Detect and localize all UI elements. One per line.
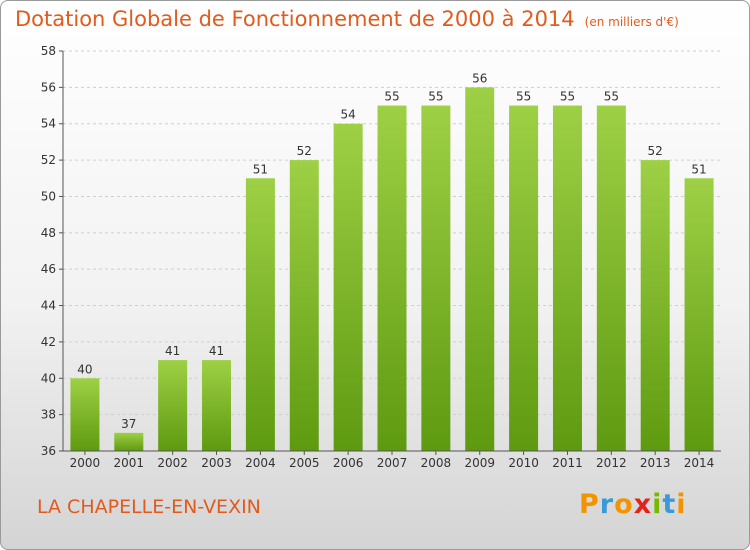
y-tick-label: 40 [41,371,56,385]
value-label-2001: 37 [121,417,136,431]
proxiti-logo: Proxiti [579,489,687,520]
value-label-2006: 54 [340,108,355,122]
title-text: Dotation Globale de Fonctionnement de 20… [15,7,575,31]
value-label-2005: 52 [297,144,312,158]
value-label-2008: 55 [428,90,443,104]
chart-title: Dotation Globale de Fonctionnement de 20… [15,7,679,31]
x-tick-label-2001: 2001 [114,456,145,470]
value-label-2009: 56 [472,71,487,85]
bar-2011 [552,105,582,451]
x-tick-label-2009: 2009 [464,456,495,470]
y-tick-label: 56 [41,80,56,94]
bar-2005 [289,160,319,451]
value-label-2002: 41 [165,344,180,358]
x-tick-label-2002: 2002 [157,456,188,470]
y-tick-label: 42 [41,335,56,349]
x-tick-label-2014: 2014 [684,456,715,470]
x-tick-label-2013: 2013 [640,456,671,470]
x-tick-label-2003: 2003 [201,456,232,470]
value-label-2014: 51 [691,162,706,176]
bar-2009 [465,87,495,451]
x-tick-label-2012: 2012 [596,456,627,470]
x-tick-label-2004: 2004 [245,456,276,470]
axis-layer: 36 38 40 42 44 46 48 50 52 54 56 58 2000 2001 2002 2003… [41,44,721,470]
y-tick-label: 48 [41,226,56,240]
bar-2001 [114,432,144,451]
value-label-2013: 52 [648,144,663,158]
bar-2006 [333,123,363,452]
x-tick-label-2006: 2006 [333,456,364,470]
bar-2012 [596,105,626,451]
value-label-2011: 55 [560,90,575,104]
value-label-2007: 55 [384,90,399,104]
value-label-2004: 51 [253,162,268,176]
x-tick-label-2011: 2011 [552,456,583,470]
unit-label: (en milliers d'€) [584,15,679,29]
x-tick-label-2010: 2010 [508,456,539,470]
bar-2003 [202,360,232,451]
y-tick-label: 38 [41,408,56,422]
y-tick-label: 36 [41,444,56,458]
y-tick-label: 52 [41,153,56,167]
bar-2002 [158,360,188,451]
value-label-2000: 40 [77,362,92,376]
y-tick-label: 54 [41,117,56,131]
y-tick-label: 46 [41,262,56,276]
y-tick-label: 58 [41,44,56,58]
y-tick-label: 50 [41,189,56,203]
x-tick-label-2008: 2008 [421,456,452,470]
x-tick-label-2005: 2005 [289,456,320,470]
bar-2010 [509,105,539,451]
bar-2000 [70,378,100,451]
x-tick-label-2007: 2007 [377,456,408,470]
labels-layer: 40 37 41 41 51 52 54 55 55 56 55 55 55 52 51 [77,71,706,430]
bar-2004 [245,178,275,452]
bar-2014 [684,178,714,452]
commune-name: LA CHAPELLE-EN-VEXIN [37,496,261,518]
value-label-2012: 55 [604,90,619,104]
x-tick-label-2000: 2000 [70,456,101,470]
y-tick-label: 44 [41,299,56,313]
bars-layer [70,87,714,452]
bar-2007 [377,105,407,451]
bar-2013 [640,160,670,451]
value-label-2003: 41 [209,344,224,358]
value-label-2010: 55 [516,90,531,104]
bar-2008 [421,105,451,451]
